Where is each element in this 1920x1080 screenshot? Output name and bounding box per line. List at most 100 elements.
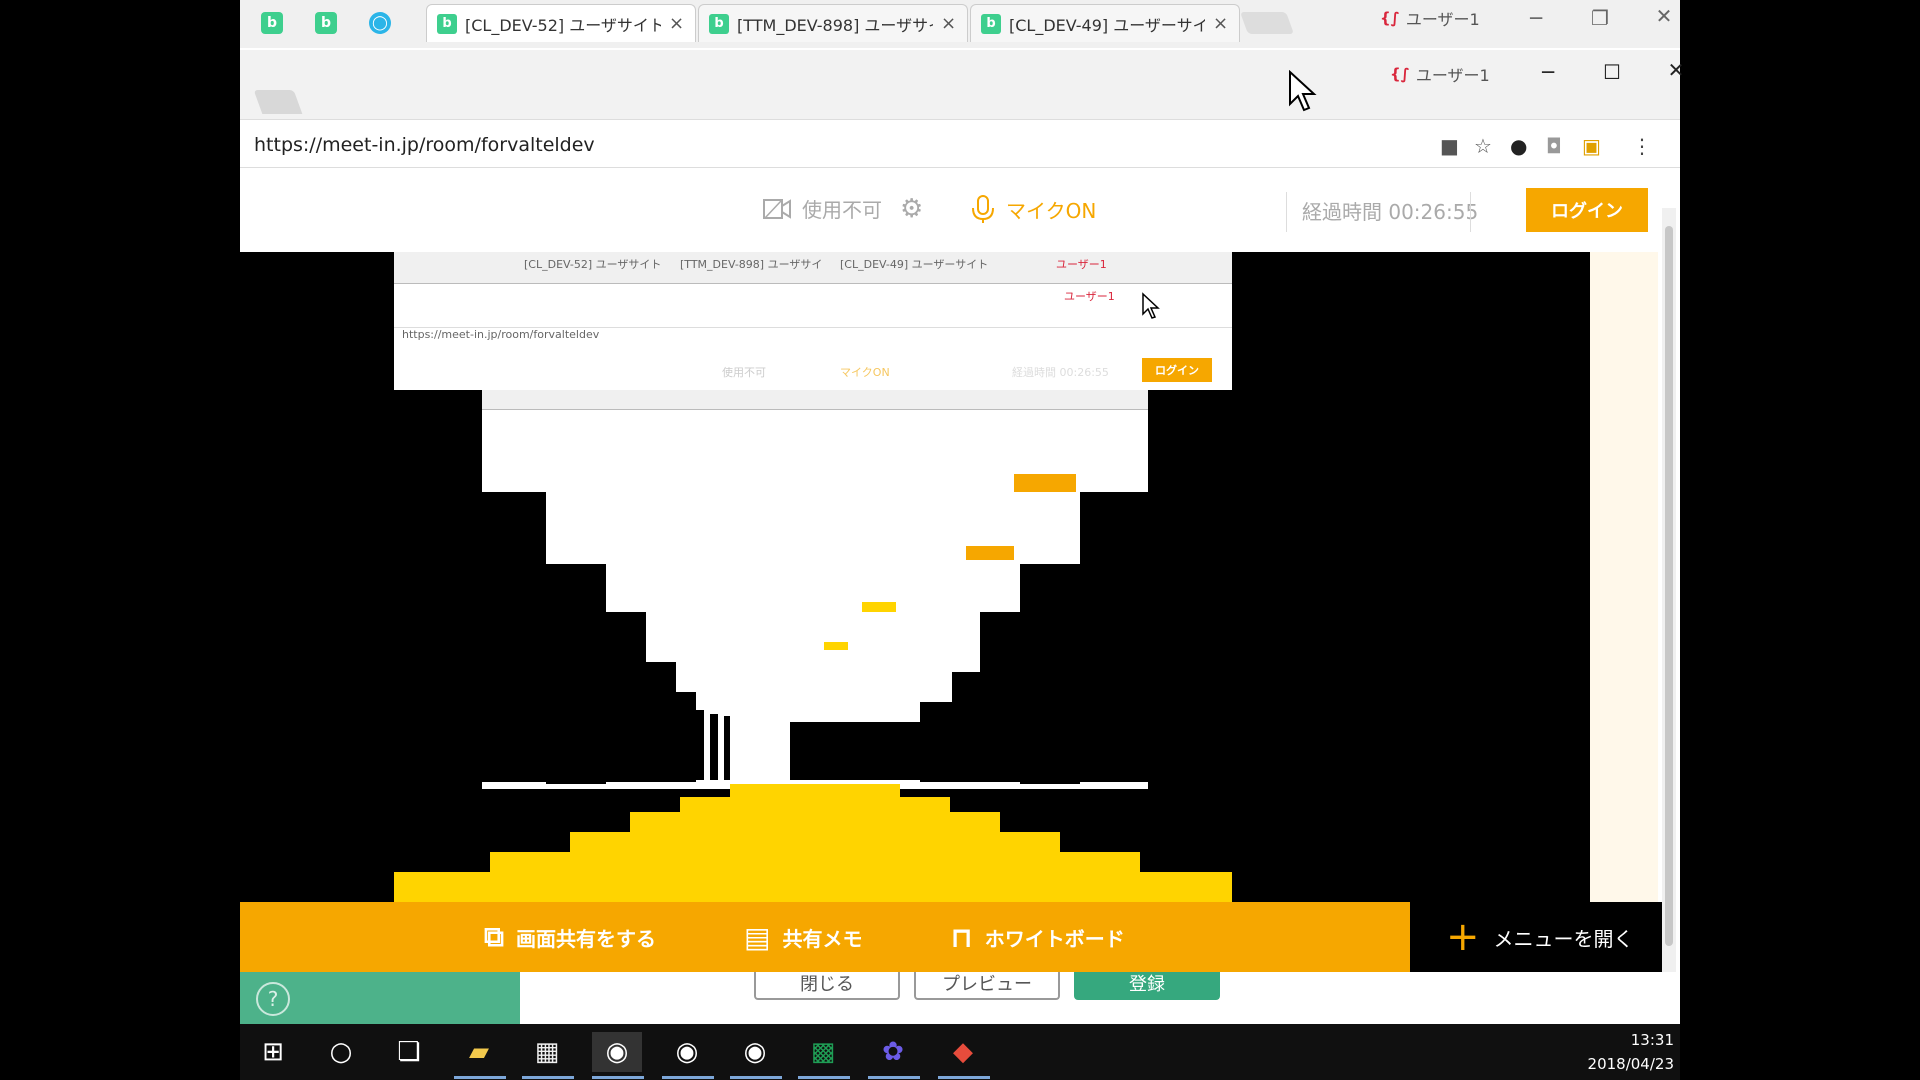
mirror-mic-label: マイクON <box>840 366 890 379</box>
extension-icon[interactable]: ▣ <box>1582 134 1601 158</box>
shared-memo-label: 共有メモ <box>782 926 863 951</box>
taskbar-active-indicator <box>938 1076 990 1079</box>
mirror-elapsed: 経過時間 00:26:55 <box>1012 366 1109 379</box>
help-icon[interactable]: ? <box>256 982 290 1016</box>
page-scroll-thumb[interactable] <box>1665 226 1673 946</box>
shared-memo-button[interactable]: ▤ 共有メモ <box>744 921 862 954</box>
notepad-icon[interactable]: ▦ <box>534 1037 560 1067</box>
chrome-icon[interactable]: ◉ <box>743 1037 767 1067</box>
mirror-url: https://meet-in.jp/room/forvalteldev <box>402 328 600 341</box>
outer-minimize-button[interactable]: ─ <box>1529 6 1543 30</box>
outer-close-button[interactable]: ✕ <box>1655 4 1673 28</box>
tab-close-icon[interactable]: × <box>1213 13 1229 34</box>
inner-profile-badge[interactable]: {∫ ユーザー1 <box>1390 62 1490 86</box>
mic-toggle[interactable]: マイクON <box>970 194 1096 224</box>
register-button[interactable]: 登録 <box>1074 972 1220 1000</box>
mirror-profile-name: ユーザー1 <box>1056 258 1107 271</box>
backlog-logo-icon: b <box>315 12 337 34</box>
mic-label: マイクON <box>1006 198 1097 223</box>
whiteboard-icon: ⊓ <box>950 920 973 954</box>
video-camera-icon[interactable]: ■ <box>1440 134 1459 158</box>
camera-icon[interactable]: ◘ <box>1546 134 1562 158</box>
screen-share-icon: ⧉ <box>484 920 504 953</box>
gear-icon[interactable]: ⚙ <box>900 194 924 224</box>
pinned-tab-2[interactable]: b <box>300 6 352 40</box>
url-text[interactable]: https://meet-in.jp/room/forvalteldev <box>254 133 595 156</box>
taskbar-clock[interactable]: 13:31 2018/04/23 <box>1580 1028 1674 1076</box>
inner-maximize-button[interactable]: ☐ <box>1603 60 1621 84</box>
microphone-icon <box>972 195 994 223</box>
chrome-icon[interactable]: ◉ <box>675 1037 699 1067</box>
start-windows-icon[interactable]: ⊞ <box>262 1037 284 1067</box>
meeting-action-bar: ⧉ 画面共有をする ▤ 共有メモ ⊓ ホワイトボード <box>240 902 1410 972</box>
recursion-wall <box>1080 492 1148 782</box>
tab-cl-dev-52[interactable]: b [CL_DEV-52] ユーザサイト支 × <box>426 4 696 42</box>
excel-icon[interactable]: ▩ <box>810 1037 836 1067</box>
paint-app-icon[interactable]: ✿ <box>882 1037 904 1067</box>
backlog-favicon-icon: b <box>437 13 457 34</box>
task-view-icon[interactable]: ❏ <box>397 1037 421 1067</box>
recursion-wall <box>676 692 696 782</box>
nested-action-bar <box>570 832 1060 854</box>
toolbar-divider <box>1470 192 1471 232</box>
outer-profile-badge[interactable]: {∫ ユーザー1 <box>1380 6 1480 30</box>
camera-off-icon <box>763 198 791 219</box>
search-circle-icon[interactable]: ○ <box>329 1037 353 1067</box>
clock-date: 2018/04/23 <box>1587 1055 1674 1073</box>
mouse-cursor-icon <box>1289 70 1317 112</box>
file-explorer-icon[interactable]: ▰ <box>469 1037 489 1067</box>
pinned-tab-3[interactable]: ◯ <box>354 6 406 40</box>
login-button[interactable]: ログイン <box>1526 188 1648 232</box>
toolbar-divider <box>1286 192 1287 232</box>
recursion-wall <box>952 672 980 782</box>
address-bar[interactable]: https://meet-in.jp/room/forvalteldev <box>240 122 1680 168</box>
new-tab-button[interactable] <box>253 90 303 114</box>
open-menu-button[interactable]: + メニューを開く <box>1410 902 1662 972</box>
package-app-icon[interactable]: ◆ <box>953 1037 973 1067</box>
mirror-tab-strip <box>394 252 1232 285</box>
plus-icon: + <box>1446 914 1480 960</box>
recursion-wall <box>1148 390 1236 790</box>
nested-action-bar <box>490 852 1140 874</box>
recursion-wall <box>646 662 676 782</box>
camera-toggle[interactable]: 使用不可 <box>762 194 882 223</box>
star-icon[interactable]: ☆ <box>1474 134 1492 158</box>
tab-ttm-dev-898[interactable]: b [TTM_DEV-898] ユーザサイ × <box>698 4 968 42</box>
mirror-tab-label: [CL_DEV-49] ユーザーサイト <box>840 258 989 271</box>
recursion-wall <box>546 564 606 784</box>
backlog-favicon-icon: b <box>709 13 729 34</box>
recursion-wall <box>606 612 646 782</box>
side-panel <box>1590 252 1658 902</box>
inner-minimize-button[interactable]: ─ <box>1541 60 1555 84</box>
color-wheel-icon[interactable]: ● <box>1510 134 1528 158</box>
recursion-wall <box>1020 564 1080 784</box>
close-button[interactable]: 閉じる <box>754 972 900 1000</box>
nested-action-bar <box>730 784 900 800</box>
mirror-login-button <box>824 642 848 650</box>
recursion-wall <box>980 612 1024 782</box>
pinned-tab-1[interactable]: b <box>246 6 298 40</box>
taskbar-active-indicator <box>454 1076 506 1079</box>
recursion-wall <box>790 722 920 780</box>
mirror-tab-label: [CL_DEV-52] ユーザサイト <box>524 258 662 271</box>
tab-close-icon[interactable]: × <box>669 13 685 34</box>
tab-close-icon[interactable]: × <box>941 13 957 34</box>
preview-button[interactable]: プレビュー <box>914 972 1060 1000</box>
whiteboard-button[interactable]: ⊓ ホワイトボード <box>950 921 1124 954</box>
inner-browser-window: {∫ ユーザー1 ─ ☐ ✕ https://meet-in.jp/room/f… <box>240 50 1684 1024</box>
profile-name: ユーザー1 <box>1405 10 1480 29</box>
new-tab-button[interactable] <box>1239 12 1295 34</box>
kebab-menu-icon[interactable]: ⋮ <box>1632 134 1652 158</box>
chrome-icon[interactable]: ◉ <box>592 1032 642 1072</box>
recursion-wall <box>394 390 482 790</box>
recursion-wall <box>240 252 394 902</box>
elapsed-time: 経過時間 00:26:55 <box>1302 200 1479 224</box>
inner-close-button[interactable]: ✕ <box>1667 58 1685 82</box>
tab-cl-dev-49[interactable]: b [CL_DEV-49] ユーザーサイト × <box>970 4 1240 42</box>
recursion-wall <box>724 716 730 780</box>
outer-restore-button[interactable]: ❐ <box>1591 6 1609 30</box>
share-screen-button[interactable]: ⧉ 画面共有をする <box>484 920 656 954</box>
whiteboard-label: ホワイトボード <box>984 926 1125 951</box>
nested-action-bar <box>630 812 1000 834</box>
